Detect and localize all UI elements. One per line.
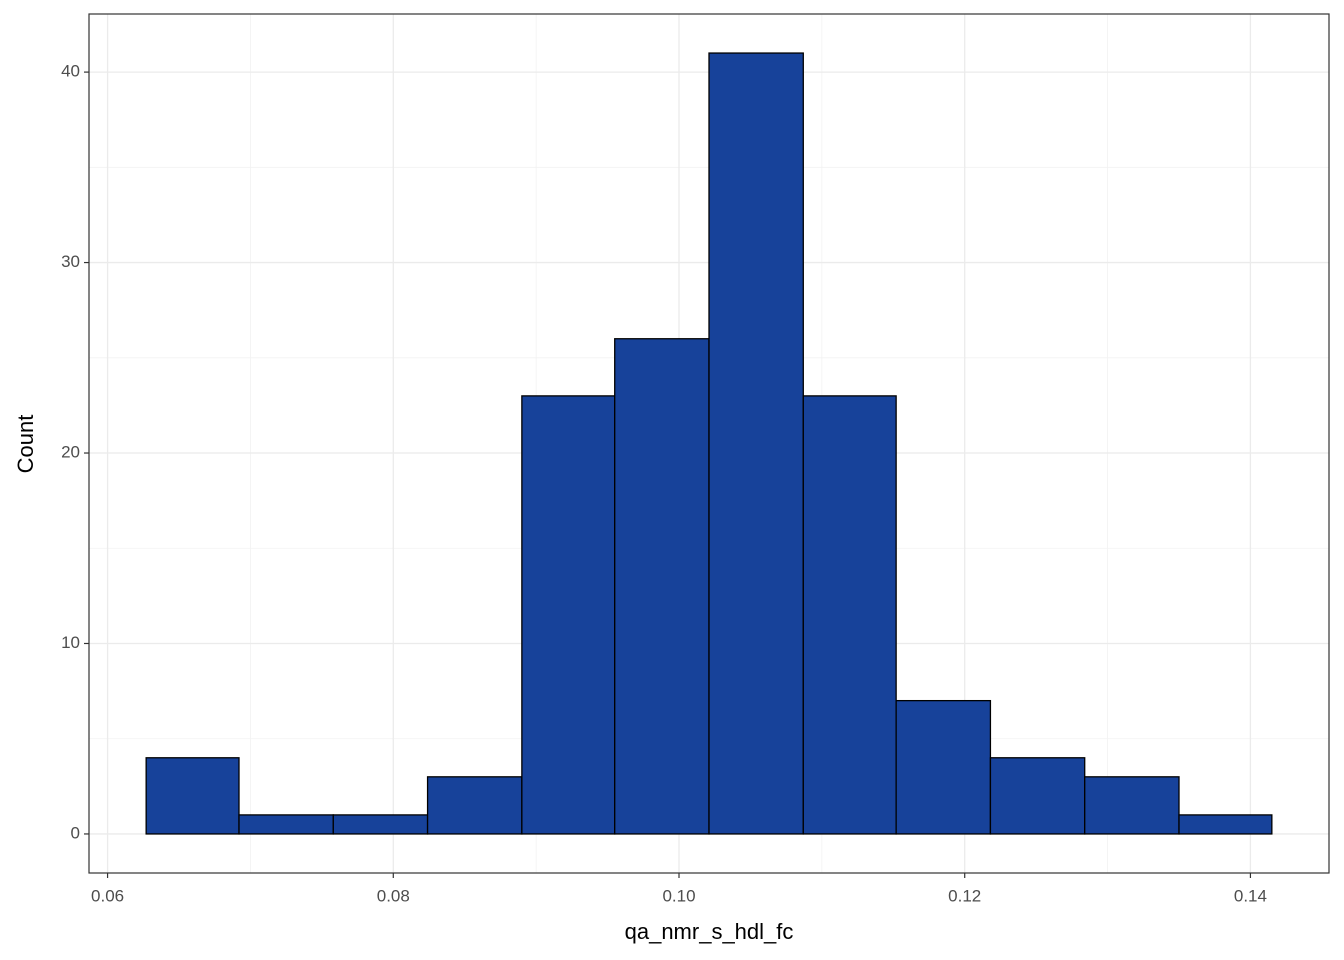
x-tick-label: 0.12 [948,886,981,905]
x-axis-title: qa_nmr_s_hdl_fc [625,919,794,944]
x-tick-label: 0.08 [377,886,410,905]
bars [145,52,1273,835]
bar [145,757,240,835]
y-tick-label: 0 [71,823,80,842]
bar [332,814,429,835]
bar [989,757,1086,835]
x-tick-label: 0.10 [662,886,695,905]
panel-border [88,13,1330,874]
y-tick-label: 40 [61,62,80,81]
bar [895,699,992,835]
x-tick-label: 0.14 [1234,886,1267,905]
bar [708,52,804,835]
x-tick-label: 0.06 [91,886,124,905]
bar [238,814,334,835]
bar [521,395,616,835]
y-tick-label: 30 [61,252,80,271]
y-axis-title: Count [13,415,38,474]
y-tick-label: 10 [61,633,80,652]
bar [426,776,523,835]
bar [1178,814,1273,835]
bar [614,338,710,835]
y-tick-label: 20 [61,443,80,462]
bar [1084,776,1180,835]
bar [802,395,897,835]
